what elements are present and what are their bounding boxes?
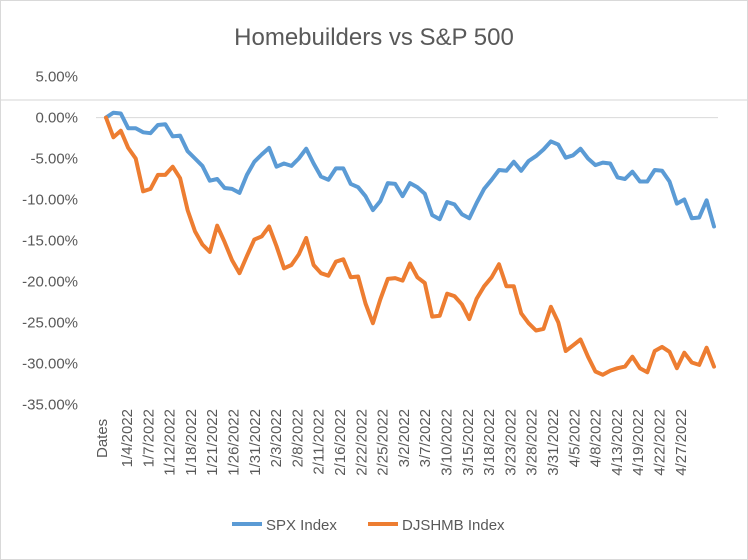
- x-tick-label: 3/10/2022: [439, 409, 456, 476]
- y-tick-label: -35.00%: [22, 396, 78, 413]
- x-tick-label: 2/25/2022: [375, 409, 392, 476]
- x-tick-label: 2/22/2022: [353, 409, 370, 476]
- legend-label-spx: SPX Index: [266, 517, 337, 534]
- x-tick-label: 4/27/2022: [673, 409, 690, 476]
- x-tick-label: 4/19/2022: [630, 409, 647, 476]
- chart-title: Homebuilders vs S&P 500: [234, 24, 514, 51]
- x-tick-label: 3/28/2022: [524, 409, 541, 476]
- x-axis-tick-labels: 1/4/2022 1/7/2022 1/12/2022 1/18/2022 1/21/2…: [119, 409, 690, 476]
- y-tick-label: -25.00%: [22, 314, 78, 331]
- x-tick-label: 1/12/2022: [162, 409, 179, 476]
- x-tick-label: 1/4/2022: [119, 409, 136, 467]
- y-tick-label: -5.00%: [30, 151, 78, 168]
- y-tick-label: -20.00%: [22, 273, 78, 290]
- x-tick-label: 4/22/2022: [652, 409, 669, 476]
- series-lines: [104, 110, 716, 377]
- x-tick-label: 3/7/2022: [417, 409, 434, 467]
- legend-label-djshmb: DJSHMB Index: [402, 517, 505, 534]
- legend[interactable]: SPX Index DJSHMB Index: [232, 517, 505, 534]
- x-tick-label: 1/31/2022: [247, 409, 264, 476]
- x-tick-label: 1/7/2022: [140, 409, 157, 467]
- y-tick-label: -30.00%: [22, 355, 78, 372]
- x-tick-label: 3/31/2022: [545, 409, 562, 476]
- x-tick-label: 2/11/2022: [311, 409, 328, 475]
- x-tick-label: 1/18/2022: [183, 409, 200, 476]
- x-tick-label: 1/26/2022: [226, 409, 243, 476]
- x-tick-label: 3/18/2022: [481, 409, 498, 476]
- x-tick-label: 4/5/2022: [566, 409, 583, 467]
- y-axis-tick-labels: 5.00% 0.00% -5.00% -10.00% -15.00% -20.00% -25…: [22, 69, 78, 414]
- y-tick-label: -15.00%: [22, 232, 78, 249]
- x-tick-label: 4/13/2022: [609, 409, 626, 476]
- x-tick-label: 3/15/2022: [460, 409, 477, 476]
- x-tick-label: 3/23/2022: [502, 409, 519, 476]
- series-line-spx: [104, 110, 716, 229]
- x-axis-label: Dates: [94, 419, 111, 458]
- y-tick-label: 5.00%: [35, 69, 78, 86]
- x-tick-label: 2/16/2022: [332, 409, 349, 476]
- x-tick-label: 4/8/2022: [588, 409, 605, 467]
- series-line-djshmb: [104, 115, 716, 377]
- x-tick-label: 2/8/2022: [289, 409, 306, 467]
- x-tick-label: 3/2/2022: [396, 409, 413, 467]
- x-tick-label: 1/21/2022: [204, 409, 221, 476]
- x-tick-label: 2/3/2022: [268, 409, 285, 467]
- y-tick-label: 0.00%: [35, 110, 78, 127]
- y-tick-label: -10.00%: [22, 192, 78, 209]
